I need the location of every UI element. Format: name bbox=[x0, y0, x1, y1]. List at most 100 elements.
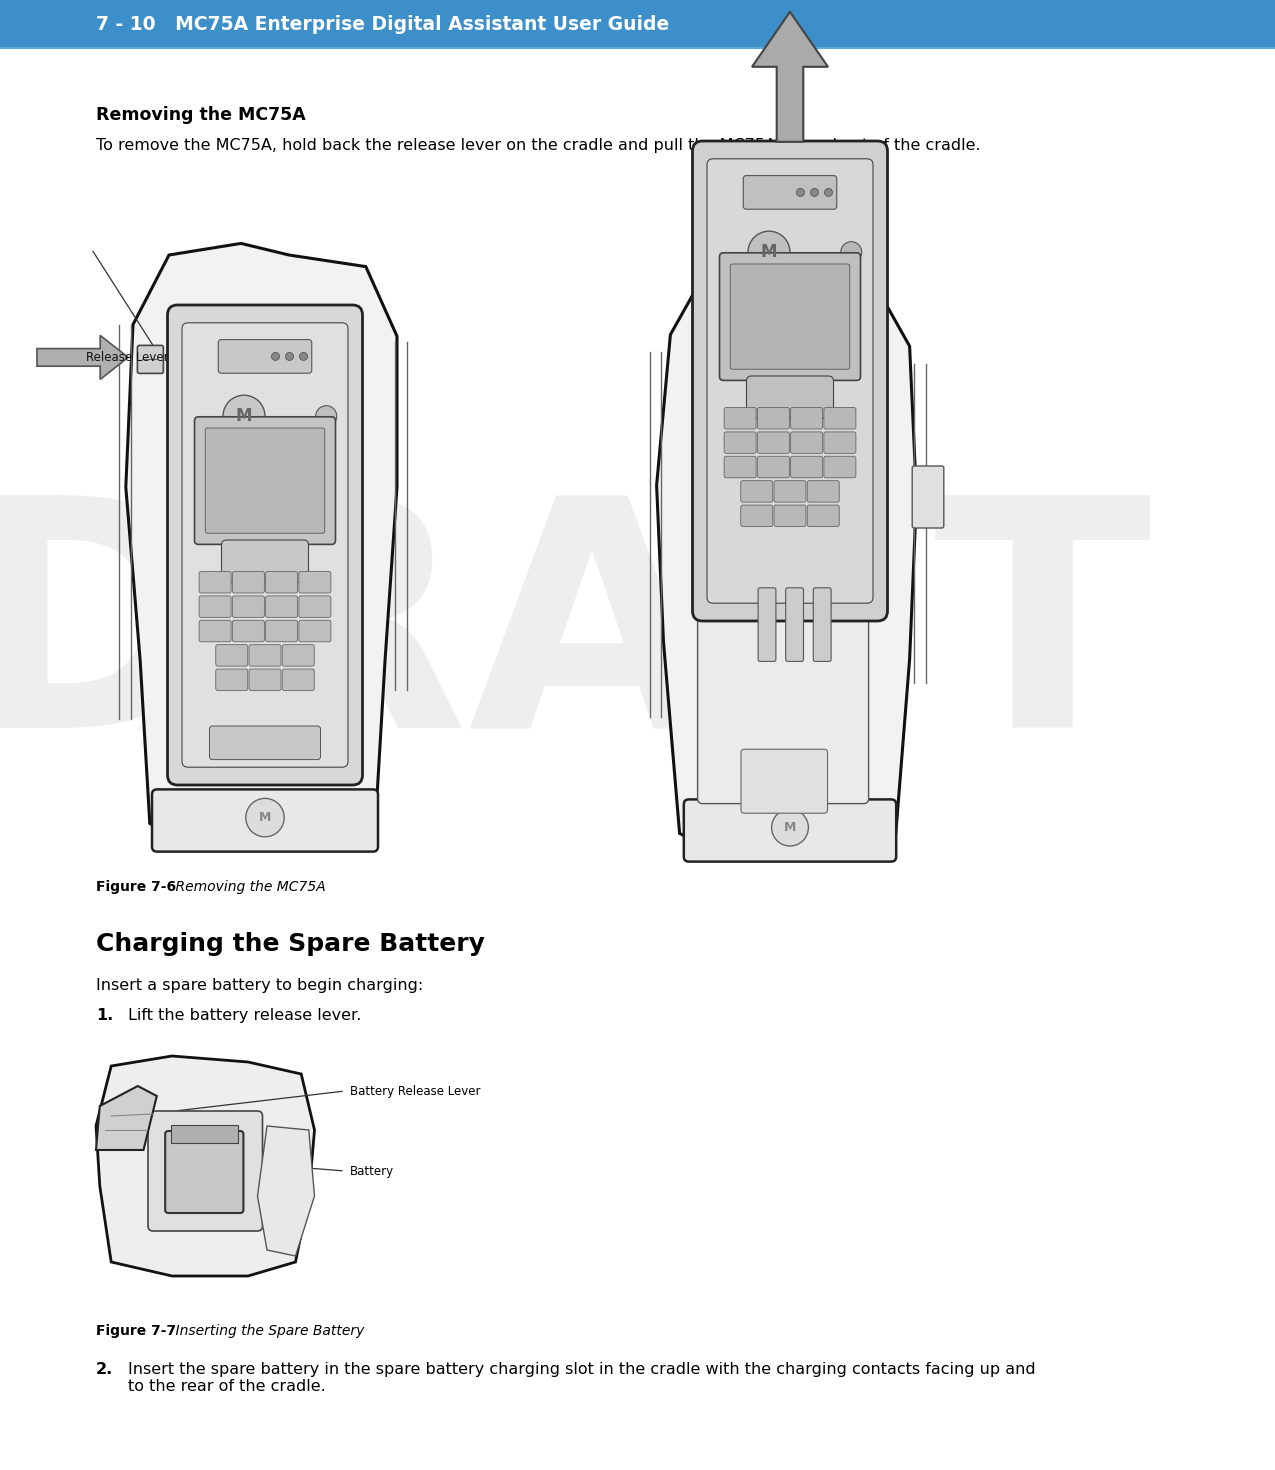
Circle shape bbox=[797, 188, 805, 197]
FancyBboxPatch shape bbox=[813, 588, 831, 662]
FancyBboxPatch shape bbox=[790, 407, 822, 429]
Text: Removing the MC75A: Removing the MC75A bbox=[96, 106, 306, 123]
FancyBboxPatch shape bbox=[199, 572, 231, 592]
FancyBboxPatch shape bbox=[807, 506, 839, 526]
Text: DRAFT: DRAFT bbox=[0, 485, 1151, 794]
Circle shape bbox=[272, 353, 279, 360]
Text: M: M bbox=[784, 822, 796, 833]
FancyBboxPatch shape bbox=[265, 572, 297, 592]
FancyBboxPatch shape bbox=[265, 595, 297, 617]
Circle shape bbox=[748, 231, 790, 273]
FancyBboxPatch shape bbox=[298, 595, 332, 617]
Text: Battery Release Lever: Battery Release Lever bbox=[351, 1085, 481, 1098]
FancyBboxPatch shape bbox=[741, 506, 773, 526]
FancyBboxPatch shape bbox=[759, 588, 776, 662]
Text: 2.: 2. bbox=[96, 1363, 113, 1377]
FancyBboxPatch shape bbox=[692, 141, 887, 620]
Circle shape bbox=[840, 241, 862, 263]
Text: Removing the MC75A: Removing the MC75A bbox=[158, 881, 325, 894]
Text: Figure 7-7: Figure 7-7 bbox=[96, 1324, 176, 1338]
FancyBboxPatch shape bbox=[757, 456, 789, 478]
FancyBboxPatch shape bbox=[785, 588, 803, 662]
Text: To remove the MC75A, hold back the release lever on the cradle and pull the MC75: To remove the MC75A, hold back the relea… bbox=[96, 138, 980, 153]
FancyBboxPatch shape bbox=[232, 572, 264, 592]
FancyBboxPatch shape bbox=[697, 532, 868, 804]
FancyBboxPatch shape bbox=[218, 340, 312, 373]
Polygon shape bbox=[258, 1126, 315, 1255]
FancyBboxPatch shape bbox=[741, 750, 827, 813]
Text: 1.: 1. bbox=[96, 1008, 113, 1023]
FancyBboxPatch shape bbox=[824, 432, 856, 453]
Text: 7 - 10   MC75A Enterprise Digital Assistant User Guide: 7 - 10 MC75A Enterprise Digital Assistan… bbox=[96, 15, 669, 34]
FancyBboxPatch shape bbox=[683, 800, 896, 861]
Polygon shape bbox=[37, 335, 129, 379]
FancyBboxPatch shape bbox=[171, 1125, 237, 1144]
FancyBboxPatch shape bbox=[298, 572, 332, 592]
FancyBboxPatch shape bbox=[232, 620, 264, 642]
Text: Inserting the Spare Battery: Inserting the Spare Battery bbox=[158, 1324, 365, 1338]
FancyBboxPatch shape bbox=[249, 645, 280, 666]
FancyBboxPatch shape bbox=[724, 432, 756, 453]
Text: Release Lever: Release Lever bbox=[85, 351, 168, 365]
Circle shape bbox=[223, 395, 265, 437]
FancyBboxPatch shape bbox=[205, 428, 325, 534]
FancyBboxPatch shape bbox=[215, 645, 247, 666]
Text: M: M bbox=[259, 811, 272, 825]
FancyBboxPatch shape bbox=[757, 407, 789, 429]
FancyBboxPatch shape bbox=[195, 417, 335, 544]
FancyBboxPatch shape bbox=[731, 265, 849, 369]
FancyBboxPatch shape bbox=[774, 506, 806, 526]
FancyBboxPatch shape bbox=[265, 620, 297, 642]
FancyBboxPatch shape bbox=[0, 0, 1275, 49]
FancyBboxPatch shape bbox=[249, 669, 280, 691]
Text: M: M bbox=[236, 407, 252, 425]
FancyBboxPatch shape bbox=[774, 481, 806, 503]
FancyBboxPatch shape bbox=[148, 1111, 263, 1230]
FancyBboxPatch shape bbox=[757, 432, 789, 453]
FancyBboxPatch shape bbox=[166, 1130, 244, 1213]
FancyBboxPatch shape bbox=[724, 456, 756, 478]
FancyBboxPatch shape bbox=[152, 789, 377, 851]
FancyBboxPatch shape bbox=[719, 253, 861, 381]
Polygon shape bbox=[657, 253, 917, 857]
FancyBboxPatch shape bbox=[824, 456, 856, 478]
FancyBboxPatch shape bbox=[138, 345, 163, 373]
FancyBboxPatch shape bbox=[746, 376, 834, 417]
Circle shape bbox=[246, 798, 284, 836]
FancyBboxPatch shape bbox=[199, 620, 231, 642]
Text: Insert a spare battery to begin charging:: Insert a spare battery to begin charging… bbox=[96, 978, 423, 994]
FancyBboxPatch shape bbox=[790, 432, 822, 453]
FancyBboxPatch shape bbox=[743, 175, 836, 209]
FancyBboxPatch shape bbox=[182, 323, 348, 767]
FancyBboxPatch shape bbox=[807, 481, 839, 503]
FancyBboxPatch shape bbox=[282, 669, 314, 691]
FancyBboxPatch shape bbox=[724, 407, 756, 429]
FancyBboxPatch shape bbox=[167, 304, 362, 785]
FancyBboxPatch shape bbox=[232, 595, 264, 617]
FancyBboxPatch shape bbox=[215, 669, 247, 691]
Text: Charging the Spare Battery: Charging the Spare Battery bbox=[96, 932, 484, 956]
FancyBboxPatch shape bbox=[741, 481, 773, 503]
Text: Figure 7-6: Figure 7-6 bbox=[96, 881, 176, 894]
FancyBboxPatch shape bbox=[222, 539, 309, 582]
FancyBboxPatch shape bbox=[824, 407, 856, 429]
FancyBboxPatch shape bbox=[298, 620, 332, 642]
FancyBboxPatch shape bbox=[708, 159, 873, 603]
FancyBboxPatch shape bbox=[282, 645, 314, 666]
FancyBboxPatch shape bbox=[209, 726, 320, 760]
FancyBboxPatch shape bbox=[199, 595, 231, 617]
Circle shape bbox=[811, 188, 819, 197]
Circle shape bbox=[316, 406, 337, 426]
Polygon shape bbox=[96, 1086, 157, 1150]
Text: Insert the spare battery in the spare battery charging slot in the cradle with t: Insert the spare battery in the spare ba… bbox=[128, 1363, 1035, 1395]
Circle shape bbox=[286, 353, 293, 360]
Polygon shape bbox=[752, 12, 827, 141]
Text: Lift the battery release lever.: Lift the battery release lever. bbox=[128, 1008, 361, 1023]
Circle shape bbox=[825, 188, 833, 197]
Text: Battery: Battery bbox=[351, 1164, 394, 1177]
Text: M: M bbox=[761, 243, 778, 262]
Circle shape bbox=[300, 353, 307, 360]
Circle shape bbox=[771, 809, 808, 847]
Polygon shape bbox=[96, 1055, 315, 1276]
Polygon shape bbox=[126, 244, 397, 847]
